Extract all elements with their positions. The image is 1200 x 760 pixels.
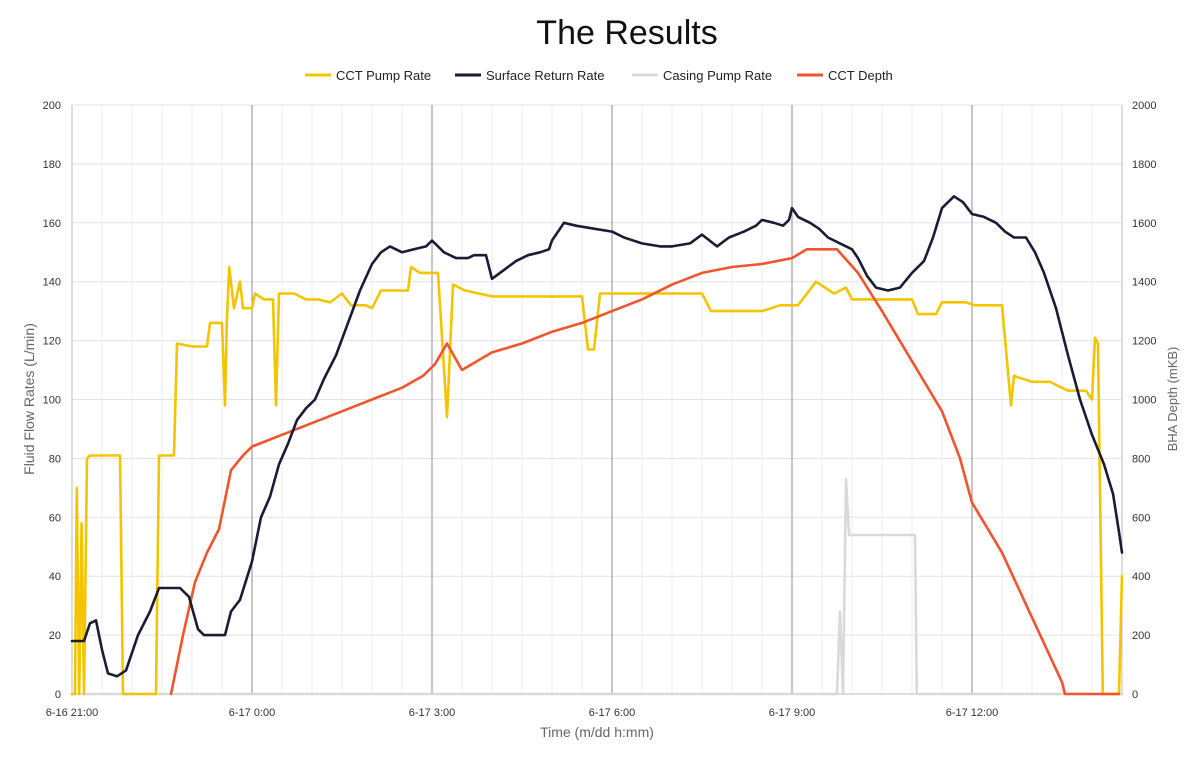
y2-tick-label: 1600 xyxy=(1132,218,1156,230)
x-tick-label: 6-17 12:00 xyxy=(946,707,999,719)
y-tick-label: 200 xyxy=(43,100,61,112)
x-axis: 6-16 21:00 6-17 0:00 6-17 3:00 6-17 6:00 6-1… xyxy=(46,707,999,719)
legend-label: CCT Depth xyxy=(828,68,893,83)
series-line-cct-pump-rate xyxy=(70,265,1124,696)
y2-tick-label: 0 xyxy=(1132,689,1138,701)
x-tick-label: 6-17 6:00 xyxy=(589,707,635,719)
y-tick-label: 0 xyxy=(55,689,61,701)
legend-label: Surface Return Rate xyxy=(486,68,605,83)
y-axis-title: Fluid Flow Rates (L/min) xyxy=(21,323,37,475)
y-axis-left: 0 20 40 60 80 100 120 140 160 180 200 xyxy=(43,100,61,701)
y2-tick-label: 200 xyxy=(1132,630,1150,642)
x-axis-title: Time (m/dd h:mm) xyxy=(540,724,654,740)
y2-tick-label: 800 xyxy=(1132,453,1150,465)
series-line-cct-depth xyxy=(169,248,1121,696)
y-tick-label: 60 xyxy=(49,512,61,524)
y-tick-label: 20 xyxy=(49,630,61,642)
chart-title: The Results xyxy=(536,14,717,52)
y2-tick-label: 400 xyxy=(1132,571,1150,583)
y2-tick-label: 1800 xyxy=(1132,159,1156,171)
x-tick-label: 6-17 3:00 xyxy=(409,707,455,719)
series-line-casing-pump-rate xyxy=(70,477,1124,696)
series-line-surface-return-rate xyxy=(70,195,1124,678)
y-tick-label: 180 xyxy=(43,159,61,171)
legend-label: Casing Pump Rate xyxy=(663,68,772,83)
y2-tick-label: 2000 xyxy=(1132,100,1156,112)
legend-label: CCT Pump Rate xyxy=(336,68,431,83)
y2-tick-label: 1400 xyxy=(1132,277,1156,289)
y2-axis-title: BHA Depth (mKB) xyxy=(1165,347,1180,452)
y-tick-label: 140 xyxy=(43,277,61,289)
gridlines xyxy=(71,104,1123,695)
legend: CCT Pump Rate Surface Return Rate Casing P… xyxy=(305,68,893,83)
x-tick-label: 6-17 9:00 xyxy=(769,707,815,719)
y2-tick-label: 600 xyxy=(1132,512,1150,524)
y-tick-label: 80 xyxy=(49,453,61,465)
x-tick-label: 6-16 21:00 xyxy=(46,707,99,719)
y-tick-label: 120 xyxy=(43,336,61,348)
y2-tick-label: 1200 xyxy=(1132,336,1156,348)
x-tick-label: 6-17 0:00 xyxy=(229,707,275,719)
y-tick-label: 160 xyxy=(43,218,61,230)
y2-tick-label: 1000 xyxy=(1132,395,1156,407)
series-lines xyxy=(70,195,1124,696)
y-tick-label: 100 xyxy=(43,395,61,407)
y-tick-label: 40 xyxy=(49,571,61,583)
y-axis-right: 0 200 400 600 800 1000 1200 1400 1600 1800 2000 xyxy=(1132,100,1156,701)
